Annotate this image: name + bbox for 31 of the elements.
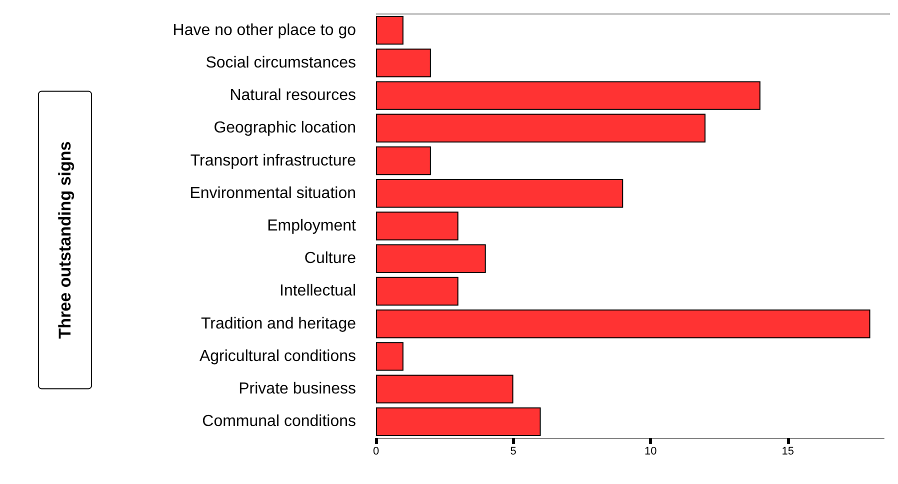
bar [376, 244, 486, 273]
bar [376, 374, 514, 404]
x-tick-label: 15 [782, 446, 794, 458]
bar [376, 276, 458, 306]
y-tick-label: Geographic location [214, 120, 356, 137]
y-tick-label: Agricultural conditions [199, 348, 356, 365]
text: Three outstanding signs [56, 141, 74, 339]
bar [376, 48, 431, 78]
y-tick-label: Natural resources [230, 87, 356, 104]
y-tick-label: Tradition and heritage [200, 315, 356, 332]
x-tick-label: 10 [644, 446, 657, 458]
bar [376, 16, 404, 45]
bar [376, 179, 624, 208]
x-tick-label: 0 [372, 446, 380, 458]
bar [376, 342, 404, 371]
y-tick-label: Communal conditions [202, 413, 356, 430]
bar [376, 114, 706, 143]
bar [376, 212, 458, 240]
x-tick-label: 5 [510, 446, 516, 458]
bar [376, 81, 760, 110]
y-tick-label: Intellectual [280, 282, 356, 300]
bar [376, 146, 431, 176]
y-tick-label: Have no other place to go [172, 22, 356, 39]
y-tick-label: Environmental situation [190, 184, 356, 202]
bar [376, 407, 541, 436]
y-tick-label: Social circumstances [206, 54, 356, 72]
y-tick-label: Transport infrastructure [190, 152, 356, 170]
y-tick-label: Employment [267, 218, 357, 234]
y-tick-label: Culture [304, 250, 356, 268]
bar [376, 309, 870, 338]
y-tick-label: Private business [238, 380, 356, 398]
